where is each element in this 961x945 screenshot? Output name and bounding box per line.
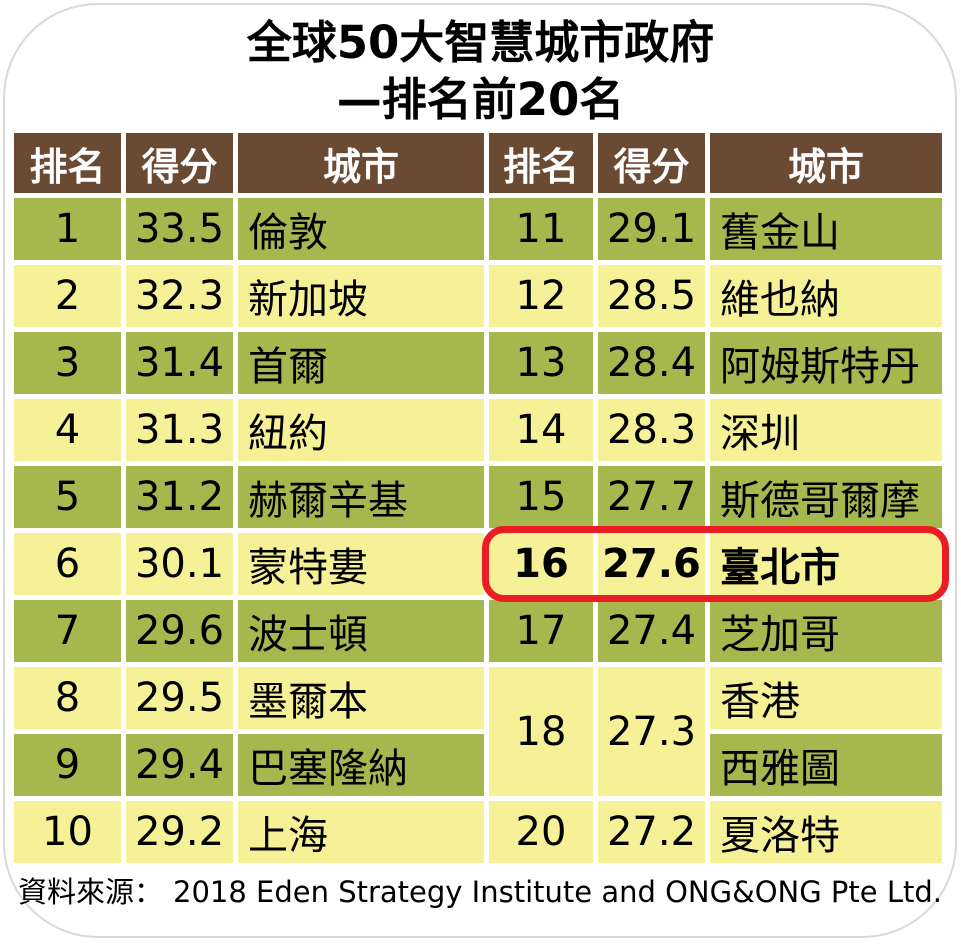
title-line-2: —排名前20名 [336, 73, 625, 126]
rank-cell: 13 [489, 332, 593, 394]
table-row-taipei: 6 30.1 蒙特婁 16 27.6 臺北市 [14, 533, 942, 595]
table-row: 3 31.4 首爾 13 28.4 阿姆斯特丹 [14, 332, 942, 394]
table-row: 7 29.6 波士頓 17 27.4 芝加哥 [14, 600, 942, 662]
score-cell: 31.2 [126, 466, 233, 528]
rank-cell: 7 [14, 600, 121, 662]
table-row-rank18: 8 29.5 墨爾本 18 27.3 香港 [14, 667, 942, 796]
table-row: 10 29.2 上海 20 27.2 夏洛特 [14, 801, 942, 863]
page-title: 全球50大智慧城市政府 —排名前20名 [0, 14, 961, 128]
source-text: 2018 Eden Strategy Institute and ONG&ONG… [173, 875, 942, 909]
score-cell: 27.4 [598, 600, 705, 662]
rank-cell: 12 [489, 265, 593, 327]
rank-cell: 4 [14, 399, 121, 461]
table-row: 5 31.2 赫爾辛基 15 27.7 斯德哥爾摩 [14, 466, 942, 528]
score-cell: 29.4 [126, 734, 233, 796]
rank-cell: 20 [489, 801, 593, 863]
city-cell: 夏洛特 [710, 801, 942, 863]
city-cell: 芝加哥 [710, 600, 942, 662]
score-cell-merged: 27.3 [598, 667, 705, 796]
table-row-rank18b: 9 29.4 巴塞隆納 西雅圖 [14, 734, 942, 796]
rank-cell-taipei: 16 [489, 533, 593, 595]
score-cell: 33.5 [126, 198, 233, 260]
score-cell: 29.2 [126, 801, 233, 863]
city-cell: 維也納 [710, 265, 942, 327]
city-cell: 墨爾本 [238, 667, 484, 729]
rank-cell: 9 [14, 734, 121, 796]
table-row: 4 31.3 紐約 14 28.3 深圳 [14, 399, 942, 461]
score-cell: 29.1 [598, 198, 705, 260]
rank-cell: 15 [489, 466, 593, 528]
table-row: 1 33.5 倫敦 11 29.1 舊金山 [14, 198, 942, 260]
rank-cell: 6 [14, 533, 121, 595]
city-cell: 蒙特婁 [238, 533, 484, 595]
city-cell: 上海 [238, 801, 484, 863]
score-cell: 32.3 [126, 265, 233, 327]
score-cell-taipei: 27.6 [598, 533, 705, 595]
city-cell: 倫敦 [238, 198, 484, 260]
city-cell: 紐約 [238, 399, 484, 461]
score-cell: 27.2 [598, 801, 705, 863]
city-cell-taipei: 臺北市 [710, 533, 942, 595]
rank-cell: 11 [489, 198, 593, 260]
ranking-table: 排名 得分 城市 排名 得分 城市 1 33.5 倫敦 11 29.1 舊金山 … [9, 128, 947, 868]
source-footer: 資料來源： 2018 Eden Strategy Institute and ON… [18, 874, 958, 910]
rank-cell: 14 [489, 399, 593, 461]
table-row: 2 32.3 新加坡 12 28.5 維也納 [14, 265, 942, 327]
rank-cell: 8 [14, 667, 121, 729]
city-cell: 巴塞隆納 [238, 734, 484, 796]
source-label: 資料來源： [18, 875, 164, 909]
title-line-1: 全球50大智慧城市政府 [246, 16, 715, 69]
score-cell: 29.6 [126, 600, 233, 662]
header-city-right: 城市 [710, 133, 942, 193]
header-score-right: 得分 [598, 133, 705, 193]
rank-cell: 17 [489, 600, 593, 662]
header-score-left: 得分 [126, 133, 233, 193]
city-cell: 香港 [710, 667, 942, 729]
score-cell: 28.5 [598, 265, 705, 327]
score-cell: 28.3 [598, 399, 705, 461]
score-cell: 29.5 [126, 667, 233, 729]
rank-cell: 3 [14, 332, 121, 394]
rank-cell: 10 [14, 801, 121, 863]
score-cell: 28.4 [598, 332, 705, 394]
city-cell: 深圳 [710, 399, 942, 461]
score-cell: 30.1 [126, 533, 233, 595]
rank-cell: 2 [14, 265, 121, 327]
header-rank-left: 排名 [14, 133, 121, 193]
header-rank-right: 排名 [489, 133, 593, 193]
city-cell: 首爾 [238, 332, 484, 394]
city-cell: 西雅圖 [710, 734, 942, 796]
city-cell: 阿姆斯特丹 [710, 332, 942, 394]
city-cell: 新加坡 [238, 265, 484, 327]
score-cell: 31.3 [126, 399, 233, 461]
city-cell: 波士頓 [238, 600, 484, 662]
score-cell: 31.4 [126, 332, 233, 394]
rank-cell: 5 [14, 466, 121, 528]
slide-frame-border [3, 3, 957, 938]
city-cell: 斯德哥爾摩 [710, 466, 942, 528]
header-row: 排名 得分 城市 排名 得分 城市 [14, 133, 942, 193]
score-cell: 27.7 [598, 466, 705, 528]
rank-cell: 1 [14, 198, 121, 260]
rank-cell-merged: 18 [489, 667, 593, 796]
city-cell: 舊金山 [710, 198, 942, 260]
city-cell: 赫爾辛基 [238, 466, 484, 528]
header-city-left: 城市 [238, 133, 484, 193]
